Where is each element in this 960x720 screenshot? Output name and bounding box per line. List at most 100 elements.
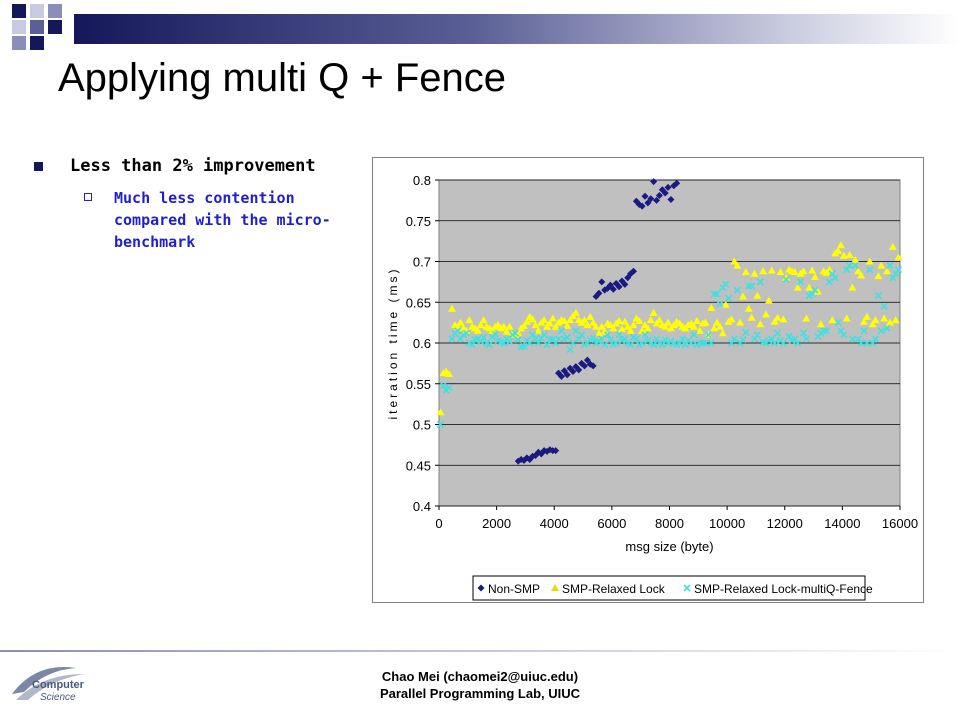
data-point <box>773 313 782 321</box>
data-point <box>531 335 540 343</box>
data-point <box>638 202 646 210</box>
computer-science-logo: Computer Science <box>12 667 85 703</box>
data-point <box>629 321 638 329</box>
data-point <box>689 322 698 330</box>
data-point <box>563 333 571 341</box>
y-tick-label: 0.4 <box>413 499 431 514</box>
data-point <box>866 266 874 274</box>
data-point <box>462 329 470 337</box>
data-point <box>851 255 860 263</box>
data-point <box>575 335 583 343</box>
x-tick-label: 4000 <box>540 516 569 531</box>
data-point <box>617 325 626 333</box>
data-point <box>499 322 508 330</box>
data-point <box>519 321 528 329</box>
data-point <box>572 327 580 335</box>
y-tick-label: 0.55 <box>406 377 431 392</box>
x-tick-label: 0 <box>435 516 442 531</box>
logo-text-computer: Computer <box>32 679 85 691</box>
data-point <box>802 314 811 322</box>
data-point <box>609 285 617 293</box>
data-point <box>690 331 698 339</box>
square-bullet-icon <box>34 162 43 171</box>
data-point <box>828 270 836 278</box>
bullet-text: Less than 2% improvement <box>70 156 316 176</box>
data-point <box>886 262 894 270</box>
footer: Chao Mei (chaomei2@uiuc.edu) Parallel Pr… <box>300 668 660 702</box>
data-point <box>552 447 560 455</box>
data-point <box>733 286 741 294</box>
data-point <box>673 179 681 187</box>
data-point <box>736 318 745 326</box>
data-point <box>606 281 614 289</box>
data-point <box>869 339 877 347</box>
data-point <box>825 265 834 273</box>
bullet-item: Less than 2% improvement <box>34 154 344 179</box>
data-point <box>851 262 859 270</box>
data-point <box>592 293 600 301</box>
y-tick-label: 0.45 <box>406 458 431 473</box>
data-point <box>667 196 675 204</box>
data-point <box>592 322 601 330</box>
data-point <box>725 294 733 302</box>
data-point <box>528 315 537 323</box>
data-point <box>502 327 511 335</box>
data-point <box>615 316 624 324</box>
data-point <box>764 296 773 304</box>
x-tick-label: 8000 <box>655 516 684 531</box>
data-point <box>583 321 592 329</box>
data-point <box>859 317 868 325</box>
data-point <box>811 286 819 294</box>
data-point <box>454 327 462 335</box>
data-point <box>768 335 776 343</box>
data-point <box>439 381 447 389</box>
legend-label: SMP-Relaxed Lock-multiQ-Fence <box>694 582 873 596</box>
data-point <box>566 316 575 324</box>
data-point <box>770 317 779 325</box>
data-point <box>597 322 606 330</box>
x-tick-label: 14000 <box>824 516 860 531</box>
data-point <box>552 339 560 347</box>
data-point <box>563 321 572 329</box>
data-point <box>762 310 771 318</box>
data-point <box>551 322 560 330</box>
data-point <box>771 339 779 347</box>
y-tick-label: 0.75 <box>406 214 431 229</box>
data-point <box>647 195 655 203</box>
data-point <box>865 257 874 265</box>
data-point <box>500 339 508 347</box>
data-point <box>632 335 640 343</box>
data-point <box>779 339 787 347</box>
data-point <box>713 290 721 298</box>
data-point <box>842 314 851 322</box>
data-point <box>828 316 837 324</box>
data-point <box>589 362 597 370</box>
data-point <box>557 372 565 380</box>
data-point <box>862 312 871 320</box>
data-point <box>738 292 747 300</box>
data-point <box>756 320 765 328</box>
data-point <box>874 272 883 280</box>
data-point <box>621 335 629 343</box>
data-point <box>715 322 724 330</box>
data-point <box>445 384 453 392</box>
data-point <box>612 280 620 288</box>
data-point <box>436 420 445 429</box>
x-tick-label: 6000 <box>597 516 626 531</box>
slide-title: Applying multi Q + Fence <box>58 56 506 100</box>
data-point <box>811 272 820 280</box>
x-tick-label: 10000 <box>709 516 745 531</box>
data-point <box>739 336 747 344</box>
data-point <box>857 271 866 279</box>
data-point <box>664 318 673 326</box>
data-point <box>701 339 710 347</box>
data-point <box>627 270 635 278</box>
data-point <box>692 316 701 324</box>
data-point <box>514 336 522 344</box>
data-point <box>534 339 542 347</box>
data-point <box>505 322 514 330</box>
data-point <box>480 333 488 341</box>
data-point <box>880 302 888 310</box>
data-point <box>816 320 825 328</box>
data-point <box>575 366 583 374</box>
